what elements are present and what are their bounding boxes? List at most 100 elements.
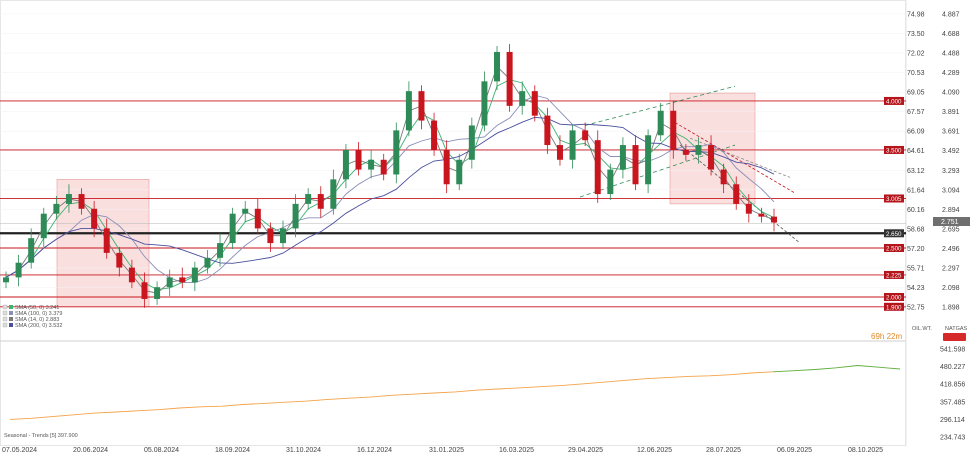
indicator-label: SMA (50, 0) 3.241 <box>15 305 59 311</box>
right-axis-tick: 2.894 <box>942 207 960 214</box>
candle-body[interactable] <box>733 184 740 204</box>
candle-body[interactable] <box>632 145 639 185</box>
candle-body[interactable] <box>594 140 601 195</box>
candle-body[interactable] <box>619 145 626 170</box>
candle-body[interactable] <box>116 252 123 268</box>
candle-body[interactable] <box>368 159 375 170</box>
seasonal-axis-tick: 418.856 <box>940 382 965 389</box>
descending-channel-bottom[interactable] <box>679 144 801 244</box>
candle-body[interactable] <box>405 91 412 131</box>
seasonal-line-forecast[interactable] <box>772 365 901 373</box>
level-tag-3.005 <box>884 194 904 203</box>
candle-body[interactable] <box>65 194 72 204</box>
candle-body[interactable] <box>380 159 387 175</box>
last-price-value: 2.751 <box>941 219 959 226</box>
last-price-tag <box>933 217 970 226</box>
candle-body[interactable] <box>670 110 677 150</box>
candle-body[interactable] <box>582 130 589 141</box>
seasonal-axis-tick: 480.227 <box>940 364 965 371</box>
candle-body[interactable] <box>569 130 576 160</box>
candle-body[interactable] <box>128 267 135 283</box>
candle-body[interactable] <box>141 282 148 299</box>
candle-body[interactable] <box>544 115 551 146</box>
channel-upper-line[interactable] <box>584 85 736 126</box>
candle-body[interactable] <box>355 149 362 170</box>
candle-body[interactable] <box>3 277 9 283</box>
candle-body[interactable] <box>204 257 211 268</box>
descending-channel-top[interactable] <box>674 122 796 194</box>
candle-body[interactable] <box>607 169 614 195</box>
candle-body[interactable] <box>506 51 513 106</box>
candle-body[interactable] <box>40 213 47 239</box>
candle-body[interactable] <box>166 277 173 288</box>
candle-body[interactable] <box>456 159 463 185</box>
candle-body[interactable] <box>695 145 702 155</box>
candle-body[interactable] <box>708 145 715 170</box>
candle-body[interactable] <box>254 208 261 229</box>
candle-body[interactable] <box>393 130 400 175</box>
left-axis-tick: 70.53 <box>907 70 925 77</box>
candle-body[interactable] <box>305 194 312 204</box>
candle-body[interactable] <box>494 51 501 82</box>
left-axis-tick: 55.71 <box>907 265 925 272</box>
candle-body[interactable] <box>317 194 324 209</box>
candle-body[interactable] <box>468 125 475 160</box>
indicator-toggle[interactable] <box>2 310 8 316</box>
candle-body[interactable] <box>720 169 727 185</box>
candle-body[interactable] <box>78 194 85 209</box>
x-axis-label: 16.03.2025 <box>499 447 534 454</box>
candle-body[interactable] <box>431 120 438 150</box>
candle-body[interactable] <box>91 208 98 229</box>
right-axis-tick: 4.090 <box>942 90 960 97</box>
level-tag-2.500 <box>884 243 904 252</box>
candle-body[interactable] <box>191 267 198 283</box>
indicator-swatch <box>9 305 13 309</box>
candle-body[interactable] <box>481 81 488 126</box>
level-value-2.225: 2.225 <box>886 273 902 280</box>
natgas-badge[interactable] <box>943 333 966 341</box>
candle-body[interactable] <box>519 91 526 106</box>
candle-body[interactable] <box>682 149 689 155</box>
candle-body[interactable] <box>330 179 337 209</box>
candle-body[interactable] <box>342 149 349 180</box>
candle-body[interactable] <box>242 208 249 214</box>
candle-body[interactable] <box>531 91 538 116</box>
level-value-4.000: 4.000 <box>886 99 902 106</box>
candle-body[interactable] <box>771 216 777 223</box>
candle-body[interactable] <box>53 203 60 214</box>
seasonal-axis-tick: 296.114 <box>940 417 965 424</box>
candle-body[interactable] <box>418 91 425 121</box>
indicator-toggle[interactable] <box>2 304 8 310</box>
seasonal-line-past[interactable] <box>9 371 773 420</box>
candle-body[interactable] <box>745 203 752 214</box>
candle-body[interactable] <box>15 262 22 278</box>
candle-body[interactable] <box>292 203 299 229</box>
candle-body[interactable] <box>758 213 765 217</box>
candle-body[interactable] <box>103 228 110 253</box>
candle-body[interactable] <box>443 149 450 185</box>
level-value-2.000: 2.000 <box>886 295 902 302</box>
candle-body[interactable] <box>154 287 161 299</box>
candle-body[interactable] <box>267 228 274 244</box>
candle-body[interactable] <box>556 145 563 160</box>
left-axis-tick: 60.16 <box>907 207 925 214</box>
indicator-toggle[interactable] <box>2 316 8 322</box>
candle-body[interactable] <box>28 238 35 263</box>
right-axis-tick: 3.691 <box>942 129 960 136</box>
candle-body[interactable] <box>645 135 652 185</box>
left-axis-tick: 52.75 <box>907 305 925 312</box>
candle-body[interactable] <box>179 277 186 283</box>
right-axis-tick: 2.098 <box>942 285 960 292</box>
candle-body[interactable] <box>279 228 286 244</box>
instrument-oil-label: OIL.WT. <box>912 326 932 332</box>
x-axis-label: 31.10.2024 <box>286 447 321 454</box>
indicator-swatch <box>9 317 13 321</box>
x-axis-label: 16.12.2024 <box>357 447 392 454</box>
indicator-label: SMA (200, 0) 3.532 <box>15 323 62 329</box>
candle-body[interactable] <box>217 243 224 258</box>
candle-body[interactable] <box>229 213 236 244</box>
candle-body[interactable] <box>657 110 664 136</box>
indicator-toggle[interactable] <box>2 322 8 328</box>
indicator-swatch <box>9 323 13 327</box>
